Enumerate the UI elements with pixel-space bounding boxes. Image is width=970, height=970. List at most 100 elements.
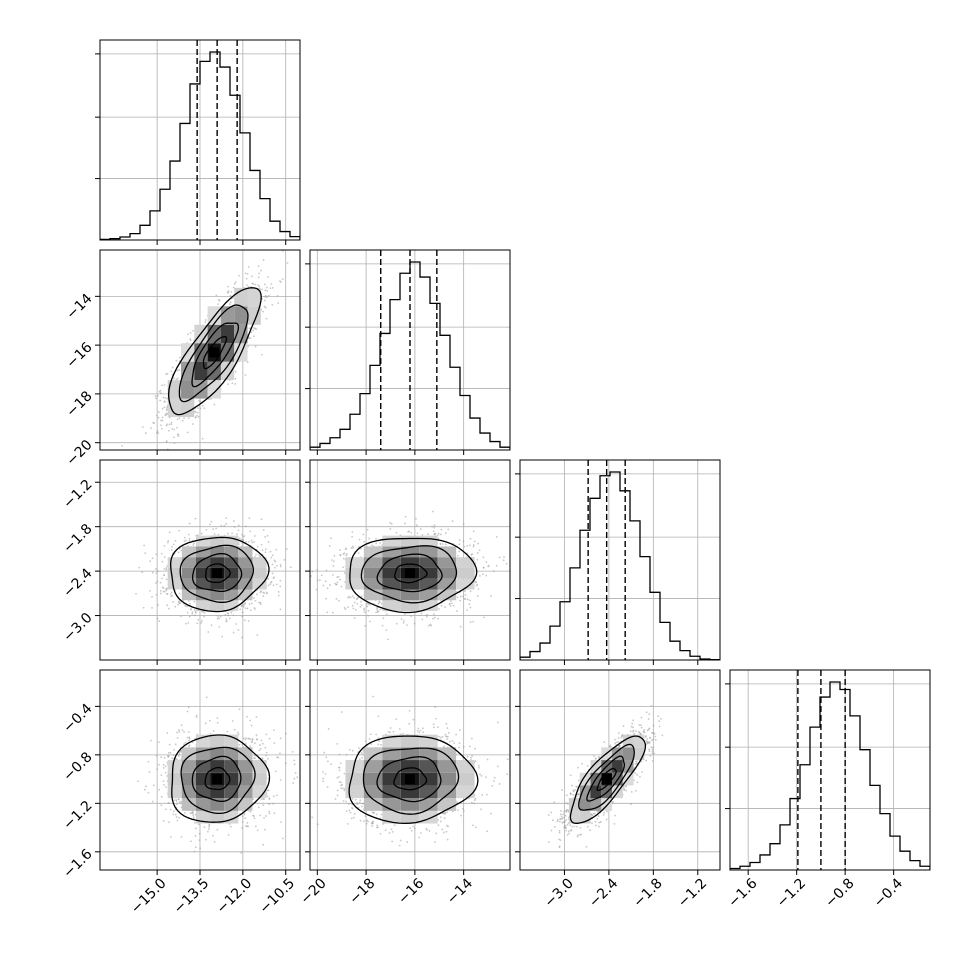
scatter-point (451, 810, 454, 813)
density-cell (456, 557, 475, 568)
scatter-point (245, 540, 248, 543)
scatter-point (201, 405, 204, 407)
scatter-point (161, 560, 164, 563)
scatter-point (406, 624, 408, 627)
scatter-point (267, 789, 270, 792)
scatter-point (458, 746, 460, 749)
scatter-point (255, 734, 258, 736)
scatter-point (161, 427, 163, 430)
scatter-point (389, 731, 391, 734)
scatter-point (210, 520, 213, 523)
scatter-point (270, 556, 273, 559)
scatter-point (629, 730, 632, 733)
y-tick-label: −1.8 (60, 521, 95, 556)
density-cell (167, 772, 182, 786)
density-cell (238, 747, 253, 761)
scatter-point (553, 825, 556, 828)
scatter-point (451, 520, 454, 522)
density-cell (400, 535, 420, 547)
scatter-point (185, 605, 188, 608)
scatter-point (617, 732, 620, 735)
scatter-point (361, 756, 363, 759)
scatter-point (174, 539, 177, 542)
scatter-point (476, 595, 479, 597)
scatter-point (237, 524, 240, 527)
scatter-point (472, 543, 475, 546)
density-cell (437, 772, 457, 786)
y-tick-label: −2.4 (60, 565, 95, 600)
scatter-point (439, 736, 442, 739)
scatter-point (198, 832, 201, 835)
scatter-point (178, 529, 181, 532)
scatter-point (639, 775, 641, 778)
scatter-point (161, 384, 163, 387)
scatter-point (203, 611, 206, 614)
density-cell (382, 760, 401, 773)
scatter-point (212, 528, 215, 531)
scatter-point (168, 531, 171, 534)
scatter-point (352, 607, 355, 610)
scatter-point (434, 717, 437, 720)
scatter-point (336, 581, 339, 584)
density-cell (220, 324, 235, 344)
scatter-point (421, 727, 424, 730)
scatter-point (195, 714, 198, 717)
scatter-point (169, 752, 172, 754)
scatter-point (569, 829, 572, 832)
density-cell (247, 287, 261, 307)
density-cell (437, 760, 457, 773)
scatter-panel-2-0 (99, 459, 301, 661)
scatter-point (599, 820, 602, 823)
density-cell (224, 546, 239, 558)
panel-3-2-grid (520, 670, 720, 870)
scatter-point (201, 620, 203, 622)
density-cell (400, 578, 420, 590)
scatter-point (175, 816, 178, 818)
scatter-point (264, 536, 267, 538)
scatter-point (256, 545, 259, 548)
scatter-point (445, 830, 448, 833)
scatter-point (264, 828, 266, 831)
scatter-point (250, 331, 253, 334)
scatter-point (164, 771, 167, 774)
scatter-point (410, 615, 413, 618)
scatter-point (199, 400, 202, 403)
histogram-panel-0 (99, 39, 301, 241)
scatter-point (410, 829, 413, 832)
scatter-point (273, 729, 275, 732)
scatter-point (254, 345, 257, 348)
scatter-point (456, 801, 458, 804)
scatter-point (242, 535, 245, 538)
scatter-point (149, 739, 152, 742)
scatter-point (237, 629, 240, 631)
scatter-point (426, 829, 428, 831)
scatter-point (137, 780, 139, 783)
scatter-point (155, 397, 157, 400)
scatter-point (174, 743, 177, 746)
scatter-point (176, 731, 179, 734)
density-cell (363, 589, 383, 601)
scatter-point (293, 777, 296, 780)
scatter-point (183, 811, 186, 814)
scatter-point (219, 615, 222, 618)
scatter-point (439, 820, 442, 823)
scatter-point (335, 583, 338, 586)
scatter-point (180, 836, 183, 838)
scatter-point (210, 624, 213, 627)
density-cell (234, 306, 248, 325)
scatter-point (621, 734, 624, 737)
scatter-point (212, 834, 214, 837)
scatter-point (594, 757, 597, 760)
x-tick-label: −1.2 (774, 875, 809, 910)
scatter-point (259, 603, 262, 606)
scatter-point (596, 818, 599, 820)
scatter-point (445, 722, 448, 725)
scatter-point (322, 777, 325, 780)
density-cell (400, 785, 420, 799)
density-cell (363, 798, 383, 811)
scatter-point (462, 523, 465, 525)
histogram-panel-1 (309, 249, 511, 451)
scatter-point (421, 618, 424, 621)
scatter-point (172, 543, 175, 546)
